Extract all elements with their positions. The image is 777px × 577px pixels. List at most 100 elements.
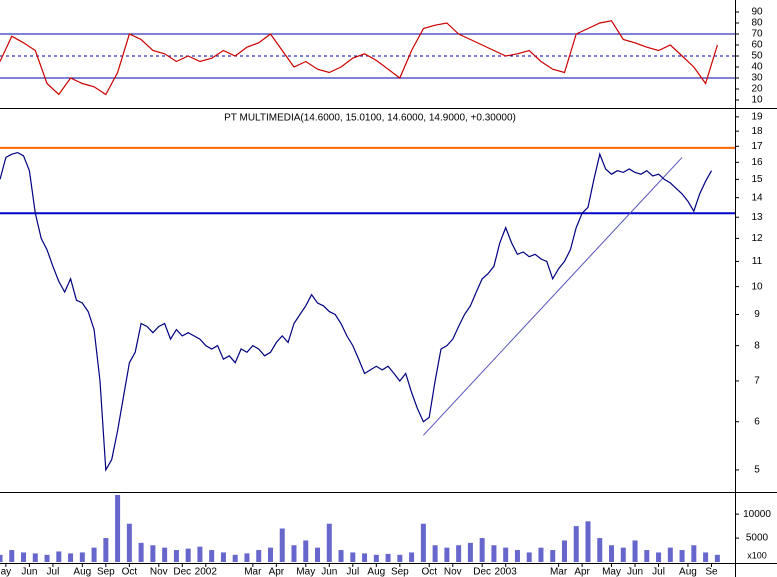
y-tick-label: 5000 — [746, 533, 769, 544]
y-tick-label: 16 — [751, 157, 763, 168]
volume-bar — [456, 545, 462, 562]
volume-bar — [220, 552, 226, 562]
volume-bar — [503, 547, 509, 562]
volume-bar — [620, 547, 626, 562]
volume-bar — [362, 553, 368, 562]
volume-bar — [326, 523, 332, 562]
y-tick-label: 40 — [751, 62, 763, 73]
volume-bar — [714, 554, 720, 562]
x-tick-label: Nov — [150, 567, 168, 577]
x-tick-label: Mar — [244, 567, 262, 577]
x-tick-label: Oct — [421, 567, 437, 577]
y-tick-label: 13 — [751, 212, 763, 223]
volume-bar — [644, 550, 650, 562]
volume-bar — [185, 548, 191, 562]
chart-title: PT MULTIMEDIA(14.6000, 15.0100, 14.6000,… — [224, 113, 516, 124]
volume-bar — [350, 552, 356, 562]
x-tick-label: Jul — [346, 567, 359, 577]
volume-bar — [573, 526, 579, 562]
volume-bar — [209, 550, 215, 562]
volume-bar — [91, 547, 97, 562]
volume-bar — [585, 521, 591, 562]
volume-bar — [432, 545, 438, 562]
series-line — [0, 20, 718, 96]
volume-bar — [550, 550, 556, 562]
volume-bar — [656, 552, 662, 562]
y-tick-label: 70 — [751, 29, 763, 40]
x-tick-label: Jun — [21, 567, 37, 577]
volume-bar — [303, 540, 309, 562]
volume-bar — [197, 546, 203, 562]
y-tick-label: 14 — [751, 192, 763, 203]
volume-bar — [597, 538, 603, 562]
volume-bar — [703, 552, 709, 562]
x-tick-label: Jun — [627, 567, 643, 577]
volume-bar — [267, 547, 273, 562]
volume-bar — [467, 542, 473, 562]
volume-bar — [9, 550, 15, 562]
volume-bar — [491, 545, 497, 562]
x-tick-label: May — [296, 567, 315, 577]
volume-bar — [126, 523, 132, 562]
y-tick-label: 6 — [754, 416, 760, 427]
y-tick-label: 10000 — [743, 509, 771, 520]
volume-bar — [691, 545, 697, 562]
volume-bar — [632, 540, 638, 562]
x-tick-label: Jul — [47, 567, 60, 577]
volume-bar — [538, 547, 544, 562]
volume-bar — [667, 547, 673, 562]
volume-bar — [315, 547, 321, 562]
x-tick-label: Se — [705, 567, 718, 577]
x-tick-label: Jul — [652, 567, 665, 577]
y-tick-label: 20 — [751, 84, 763, 95]
x-tick-label: Oct — [122, 567, 138, 577]
volume-bar — [21, 552, 27, 562]
x-tick-label: May — [602, 567, 621, 577]
y-tick-label: 10 — [751, 281, 763, 292]
volume-bar — [0, 554, 3, 562]
volume-bar — [56, 551, 62, 562]
x-tick-label: Dec — [173, 567, 191, 577]
volume-bar — [162, 547, 168, 562]
volume-bar — [103, 538, 109, 562]
y-tick-label: 9 — [754, 309, 760, 320]
x-tick-label: Apr — [269, 567, 285, 577]
x-tick-label: Aug — [73, 567, 91, 577]
volume-bar — [444, 547, 450, 562]
y-tick-label: 5 — [754, 465, 760, 476]
volume-bar — [679, 550, 685, 562]
y-tick-label: 30 — [751, 73, 763, 84]
y-tick-label: 10 — [751, 95, 763, 106]
volume-bar — [115, 495, 121, 562]
x-tick-label: Sep — [97, 567, 115, 577]
volume-bar — [232, 554, 238, 562]
y-tick-label: 60 — [751, 40, 763, 51]
x-tick-label: Aug — [367, 567, 385, 577]
x-tick-label: ay — [1, 567, 12, 577]
volume-bar — [138, 542, 144, 562]
volume-bar — [373, 554, 379, 562]
y-tick-label: 19 — [751, 112, 763, 123]
volume-bar — [420, 523, 426, 562]
x-tick-label: 2002 — [195, 567, 218, 577]
volume-bar — [409, 552, 415, 562]
volume-bar — [385, 553, 391, 562]
y-tick-label: 15 — [751, 174, 763, 185]
x-tick-label: Dec — [473, 567, 491, 577]
y-tick-label: 12 — [751, 233, 763, 244]
volume-bar — [256, 550, 262, 562]
volume-bar — [397, 554, 403, 562]
volume-unit: x100 — [747, 550, 767, 560]
volume-bar — [514, 550, 520, 562]
x-tick-label: Aug — [679, 567, 697, 577]
y-tick-label: 50 — [751, 51, 763, 62]
volume-bar — [150, 545, 156, 562]
x-tick-label: 2003 — [495, 567, 518, 577]
y-tick-label: 8 — [754, 340, 760, 351]
x-tick-label: Nov — [444, 567, 462, 577]
volume-bar — [479, 538, 485, 562]
volume-bar — [244, 553, 250, 562]
